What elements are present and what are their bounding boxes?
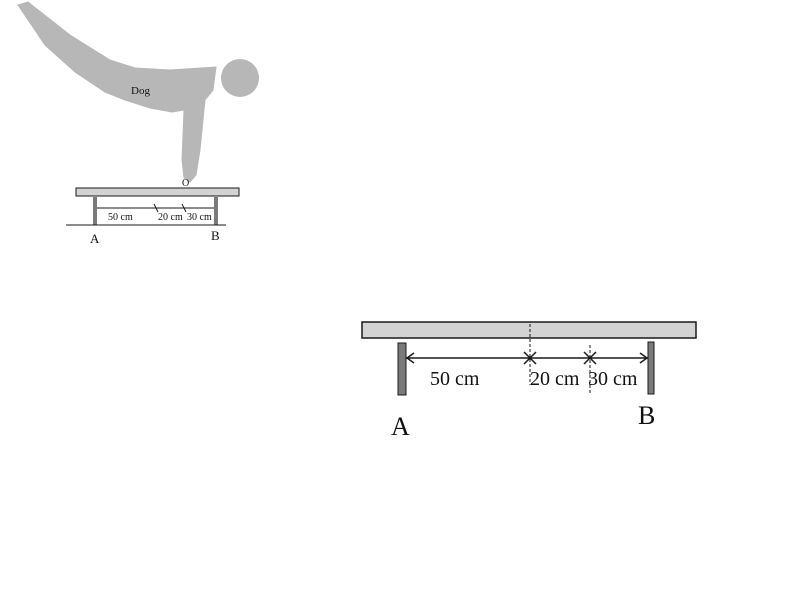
small-segment-1: 50 cm: [108, 212, 133, 223]
point-o-label: O: [182, 178, 189, 189]
small-tick-1: [153, 203, 159, 213]
large-figure: 50 cm 20 cm 30 cm A B: [361, 321, 697, 441]
small-tick-2: [181, 203, 187, 213]
gymnast-body: [17, 1, 217, 183]
small-label-a: A: [90, 231, 100, 246]
body-label: Dog: [131, 85, 150, 97]
large-segment-2: 20 cm: [530, 368, 580, 390]
large-segment-1: 50 cm: [430, 368, 480, 390]
large-arrow-right: [639, 352, 649, 364]
small-label-b: B: [211, 228, 220, 243]
large-label-b: B: [638, 401, 655, 430]
gymnast-head: [221, 59, 259, 97]
large-post-b: [647, 341, 655, 395]
large-label-a: A: [391, 412, 410, 441]
large-bench-top: [361, 321, 697, 339]
small-figure: Dog O 50 cm 20 cm 30 cm A B: [17, 1, 259, 246]
small-post-b: [214, 197, 218, 225]
small-bench-top: [75, 187, 240, 197]
large-segment-3: 30 cm: [588, 368, 638, 390]
large-tick-2b: [583, 351, 597, 365]
large-tick-1b: [523, 351, 537, 365]
small-segment-2: 20 cm: [158, 212, 183, 223]
large-post-a: [397, 342, 407, 396]
small-post-a: [93, 197, 97, 225]
large-arrow-left: [405, 352, 415, 364]
small-segment-3: 30 cm: [187, 212, 212, 223]
